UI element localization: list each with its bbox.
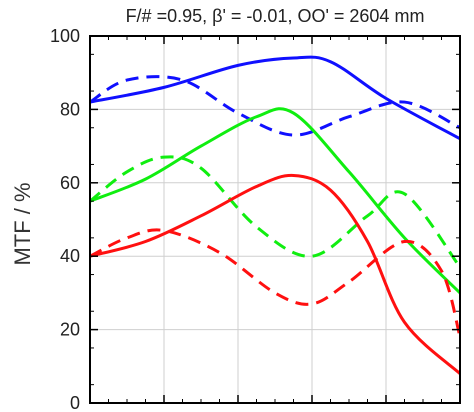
- y-tick-label: 0: [70, 393, 80, 412]
- y-tick-labels: 0 20 40 60 80 100: [50, 26, 80, 412]
- y-tick-label: 60: [60, 173, 80, 193]
- series-red-solid: [89, 173, 462, 375]
- y-tick-label: 100: [50, 26, 80, 46]
- series-green-dashed: [89, 155, 462, 269]
- series-red-dashed: [89, 228, 462, 338]
- y-tick-label: 40: [60, 246, 80, 266]
- series-group: [89, 55, 462, 375]
- y-tick-label: 80: [60, 99, 80, 119]
- series-blue-dashed: [89, 75, 461, 137]
- chart-title: F/# =0.95, β' = -0.01, OO' = 2604 mm: [126, 6, 425, 26]
- y-tick-label: 20: [60, 320, 80, 340]
- series-green-solid: [89, 107, 462, 294]
- series-blue-solid: [89, 55, 461, 141]
- y-axis-label: MTF / %: [10, 182, 35, 265]
- plot-frame: [89, 35, 461, 404]
